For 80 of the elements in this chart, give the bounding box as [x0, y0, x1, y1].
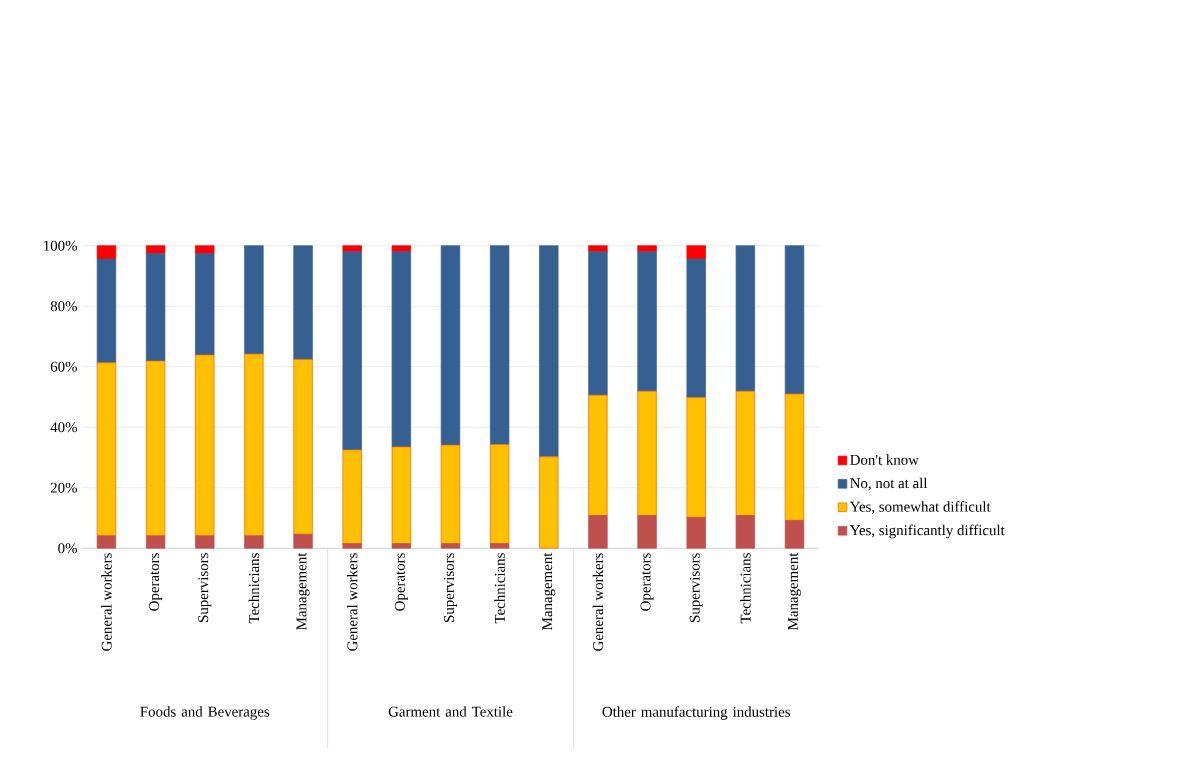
bar — [293, 245, 313, 360]
bar — [784, 393, 805, 521]
bar — [145, 535, 166, 549]
y-tick-label: 80% — [50, 300, 77, 312]
bar — [637, 390, 657, 516]
bar — [784, 519, 805, 549]
bar — [440, 543, 461, 549]
bar — [244, 245, 264, 355]
bar — [686, 258, 706, 398]
bar — [342, 449, 362, 544]
bar — [195, 252, 215, 356]
bar — [342, 251, 362, 451]
x-tick-label: Operators — [640, 552, 654, 611]
bar — [96, 535, 117, 549]
bar — [588, 245, 608, 252]
x-tick-label: Management — [788, 552, 801, 630]
bar — [391, 543, 412, 549]
bar — [686, 516, 706, 549]
bar — [244, 535, 264, 549]
text: Garment and Textile — [388, 705, 513, 717]
x-tick-label: Technicians — [494, 552, 505, 624]
bar — [637, 245, 657, 252]
bar — [637, 514, 657, 549]
bar — [735, 245, 756, 392]
bar — [96, 362, 117, 536]
bar — [293, 533, 313, 549]
bar — [244, 353, 264, 536]
x-tick-label: General workers — [592, 552, 604, 651]
bar — [96, 245, 117, 260]
legend-label: Yes, significantly difficult — [849, 524, 1005, 539]
x-tick-label: General workers — [346, 552, 358, 651]
bar — [96, 258, 117, 363]
bar — [195, 245, 215, 254]
bar — [686, 245, 706, 260]
bar — [637, 251, 657, 392]
x-tick-label: Technicians — [248, 552, 260, 624]
x-tick-label: Management — [542, 552, 556, 630]
y-tick-label: 0% — [58, 542, 77, 554]
x-tick-label: Supervisors — [689, 552, 703, 622]
x-tick-label: Technicians — [740, 552, 751, 624]
bar — [735, 514, 756, 549]
legend-label: Yes, somewhat difficult — [849, 500, 991, 514]
bar — [440, 245, 461, 446]
bar — [539, 456, 559, 549]
bar — [735, 390, 756, 516]
x-tick-label: Operators — [394, 552, 408, 611]
bar — [784, 245, 805, 395]
bar — [342, 543, 362, 549]
bar — [195, 535, 215, 549]
bar — [588, 514, 608, 549]
bar — [391, 245, 412, 252]
bar — [145, 360, 166, 536]
bar — [391, 251, 412, 448]
bar — [440, 444, 461, 544]
bar — [489, 543, 510, 549]
text: Foods and Beverages — [140, 705, 270, 720]
bar — [489, 443, 510, 544]
y-tick-label: 100% — [44, 240, 77, 251]
x-tick-label: Operators — [149, 552, 163, 611]
bar — [145, 245, 166, 254]
bar — [489, 245, 510, 445]
bar — [588, 251, 608, 396]
y-tick-label: 60% — [50, 361, 77, 372]
bar — [539, 245, 559, 458]
text: Other manufacturing industries — [602, 705, 790, 720]
bar — [145, 252, 166, 362]
bar — [588, 394, 608, 516]
legend-label: Don't know — [850, 454, 919, 465]
bar — [686, 396, 706, 518]
x-tick-label: Management — [296, 552, 310, 630]
bar — [391, 446, 412, 544]
bar — [293, 358, 313, 535]
bar — [342, 245, 362, 252]
x-tick-label: Supervisors — [443, 552, 458, 622]
y-tick-label: 40% — [50, 421, 77, 433]
x-tick-label: General workers — [101, 552, 112, 651]
x-tick-label: Supervisors — [198, 552, 212, 622]
y-tick-label: 20% — [50, 482, 77, 493]
legend-label: No, not at all — [850, 477, 928, 491]
bar — [195, 354, 215, 536]
